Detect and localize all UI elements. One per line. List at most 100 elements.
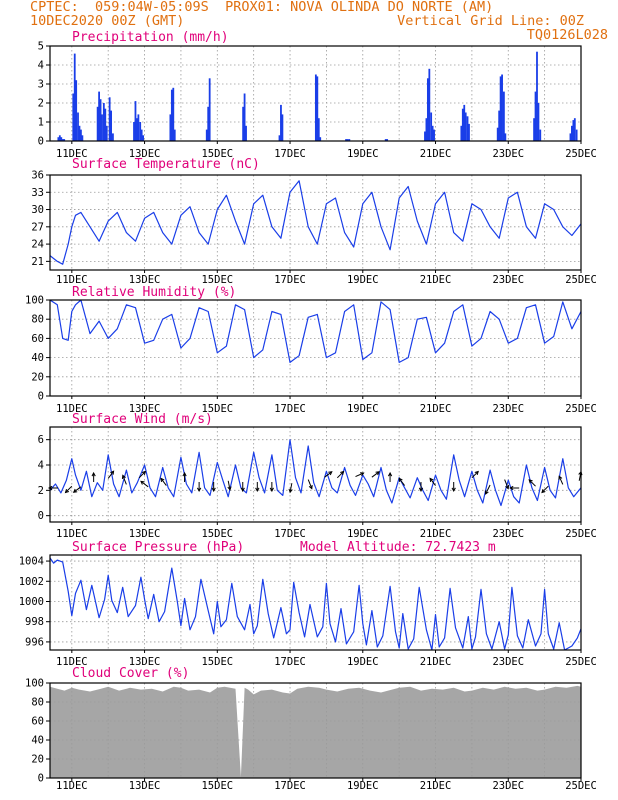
wind-arrow-shaft: [371, 471, 380, 478]
wind-arrow-head: [227, 486, 232, 491]
wind-arrow-head: [340, 470, 345, 476]
temp-ytick-label: 30: [31, 204, 44, 216]
precip-bar: [207, 106, 210, 141]
precip-bar: [499, 76, 502, 141]
precip-ytick-label: 5: [38, 41, 44, 53]
wind-arrow-head: [451, 487, 456, 493]
precip-bar: [105, 125, 108, 141]
precip-bar: [140, 129, 143, 141]
cloud-ytick-label: 100: [25, 678, 44, 690]
precip-xtick-label: 21DEC: [420, 148, 452, 160]
precip-bar: [460, 125, 463, 141]
precip-bar: [173, 129, 176, 141]
wind-arrow-shaft: [355, 472, 364, 478]
pres-xtick-label: 23DEC: [492, 656, 524, 668]
precip-bar: [134, 101, 137, 141]
precip-bar: [386, 139, 389, 141]
precip-bar: [169, 114, 172, 141]
precip-bar: [426, 78, 429, 141]
pres-series-line: [50, 557, 581, 650]
wind-arrow-head: [328, 471, 333, 476]
wind-xtick-label: 11DEC: [56, 528, 88, 540]
wind-arrow-head: [269, 487, 274, 493]
wind-arrow-head: [196, 487, 202, 493]
wind-frame: [49, 426, 582, 523]
pres-ytick-label: 996: [25, 636, 44, 648]
temp-xtick-label: 15DEC: [201, 274, 233, 286]
precip-bar: [430, 112, 433, 141]
rh-ytick-label: 60: [31, 333, 44, 345]
precip-bar: [80, 129, 82, 141]
wind-title: Surface Wind (m/s): [72, 412, 213, 427]
cloud-area: [50, 685, 581, 778]
precip-bar: [136, 118, 138, 141]
precip-bar: [431, 125, 434, 141]
precip-bar: [433, 129, 435, 141]
pres-xtick-label: 13DEC: [129, 656, 161, 668]
cloud-ytick-label: 40: [31, 735, 44, 747]
header-grid-note: Vertical Grid Line: 00Z: [397, 13, 584, 29]
precip-bar: [573, 118, 576, 141]
precip-bar: [537, 103, 540, 141]
cloud-xtick-label: 15DEC: [201, 780, 233, 792]
wind-xtick-label: 13DEC: [129, 528, 161, 540]
precip-bar: [504, 133, 507, 141]
precip-bar: [463, 104, 466, 141]
cloud-ytick-label: 20: [31, 754, 44, 766]
precip-bar: [170, 89, 173, 141]
pres-ytick-label: 1000: [19, 596, 44, 608]
precip-bar: [99, 99, 102, 141]
precip-ytick-label: 4: [38, 60, 44, 72]
wind-xtick-label: 17DEC: [274, 528, 306, 540]
wind-arrow-head: [72, 488, 78, 493]
temp-xtick-label: 11DEC: [56, 274, 88, 286]
precip-bar: [78, 125, 81, 141]
precip-bar: [428, 68, 431, 141]
rh-xtick-label: 25DEC: [565, 403, 597, 415]
precip-ytick-label: 2: [38, 98, 44, 110]
precip-bar: [461, 108, 464, 141]
rh-xtick-label: 23DEC: [492, 403, 524, 415]
precip-bar: [278, 135, 281, 141]
precip-bar: [346, 139, 349, 141]
wind-arrow-shaft: [504, 479, 509, 489]
wind-arrow-head: [47, 485, 53, 491]
precip-bar: [139, 122, 142, 141]
precip-bar: [348, 139, 351, 141]
precip-bar: [281, 114, 284, 141]
precip-bar: [102, 103, 105, 141]
wind-arrow-head: [418, 487, 424, 493]
temp-xtick-label: 23DEC: [492, 274, 524, 286]
temp-ytick-label: 36: [31, 170, 44, 182]
wind-arrow-shaft: [289, 483, 293, 493]
wind-arrow-head: [429, 477, 434, 482]
precip-bar: [208, 78, 211, 141]
cloud-xtick-label: 21DEC: [420, 780, 452, 792]
temp-title: Surface Temperature (nC): [72, 157, 260, 172]
precip-frame: [49, 45, 582, 142]
precip-ytick-label: 1: [38, 117, 44, 129]
precip-bar: [424, 131, 426, 141]
precip-bar: [496, 127, 499, 141]
temp-xtick-label: 21DEC: [420, 274, 452, 286]
precip-xtick-label: 23DEC: [492, 148, 524, 160]
wind-arrow-head: [288, 488, 293, 494]
precip-bar: [77, 112, 79, 141]
wind-arrow-shaft: [485, 484, 491, 495]
precip-title: Precipitation (mm/h): [72, 30, 229, 45]
pres-frame: [49, 554, 582, 651]
wind-ytick-label: 2: [38, 485, 44, 497]
rh-ytick-label: 80: [31, 314, 44, 326]
precip-xtick-label: 25DEC: [565, 148, 597, 160]
precip-bar: [73, 53, 76, 141]
precip-bar: [280, 104, 282, 141]
precip-bar: [133, 122, 135, 141]
wind-arrow-head: [211, 487, 216, 493]
precip-bar: [575, 129, 578, 141]
wind-xtick-label: 15DEC: [201, 528, 233, 540]
precip-bar: [498, 110, 501, 141]
precip-bar: [108, 97, 111, 141]
wind-arrow-head: [308, 485, 313, 490]
precip-bar: [345, 139, 347, 141]
precip-bar: [104, 108, 107, 141]
